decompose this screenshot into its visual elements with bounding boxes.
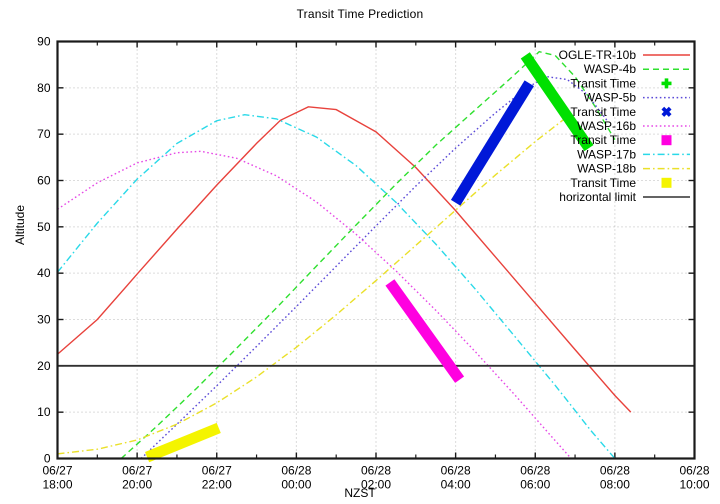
series-line-wasp-17b: [56, 114, 616, 459]
legend-label: WASP-4b: [584, 62, 637, 76]
legend-label: WASP-18b: [577, 162, 636, 176]
legend-marker-cross-icon: [661, 78, 672, 89]
legend-marker-square-icon: [661, 135, 672, 146]
series-line-wasp-5b: [140, 75, 608, 460]
series-line-ogle-tr-10b: [57, 106, 632, 413]
x-tick-time: 06:00: [520, 478, 550, 492]
data-series: [56, 50, 695, 460]
x-tick-date: 06/28: [679, 464, 709, 478]
transit-segment-wasp-16b-transit-time: [385, 279, 465, 383]
series-line-wasp-16b: [57, 150, 572, 459]
x-axis-label: NZST: [344, 486, 376, 500]
transit-segment-wasp-5b-transit-time: [450, 80, 534, 206]
y-tick-label: 50: [37, 220, 51, 234]
page-title: Transit Time Prediction: [296, 7, 424, 21]
legend-label: WASP-5b: [584, 91, 637, 105]
x-tick-time: 18:00: [42, 478, 72, 492]
x-tick-time: 22:00: [202, 478, 232, 492]
x-tick-time: 04:00: [441, 478, 471, 492]
legend-marker-square-icon: [661, 177, 672, 188]
legend-label: Transit Time: [570, 133, 636, 147]
y-tick-label: 60: [37, 174, 51, 188]
y-tick-label: 20: [37, 359, 51, 373]
y-tick-label: 10: [37, 405, 51, 419]
transit-segment-wasp-4b-transit-time: [520, 52, 594, 152]
x-tick-date: 06/28: [520, 464, 550, 478]
plot-frame: [56, 40, 696, 460]
legend-label: Transit Time: [570, 176, 636, 190]
y-tick-label: 90: [37, 35, 51, 49]
x-tick-date: 06/28: [600, 464, 630, 478]
axes-frame: [56, 40, 696, 460]
x-tick-time: 20:00: [122, 478, 152, 492]
transit-segment-wasp-18b-transit-time: [145, 422, 221, 463]
x-tick-time: 08:00: [600, 478, 630, 492]
y-tick-label: 80: [37, 81, 51, 95]
x-tick-time: 00:00: [281, 478, 311, 492]
y-tick-label: 70: [37, 127, 51, 141]
grid-lines: [57, 41, 695, 459]
legend-label: OGLE-TR-10b: [559, 48, 637, 62]
series-line-wasp-18b: [57, 113, 572, 455]
x-tick-date: 06/27: [42, 464, 72, 478]
x-tick-date: 06/28: [361, 464, 391, 478]
legend-marker-x-icon: [661, 106, 672, 117]
x-axis-ticks: 06/2718:0006/2720:0006/2722:0006/2800:00…: [42, 41, 710, 492]
y-tick-label: 0: [44, 452, 51, 466]
legend-label: Transit Time: [570, 105, 636, 119]
transit-segments: [145, 52, 594, 463]
legend-label: WASP-17b: [577, 147, 636, 161]
series-line-wasp-4b: [120, 50, 616, 460]
x-tick-date: 06/27: [202, 464, 232, 478]
x-tick-time: 10:00: [679, 478, 709, 492]
x-tick-date: 06/27: [122, 464, 152, 478]
y-tick-label: 30: [37, 313, 51, 327]
x-tick-time: 02:00: [361, 478, 391, 492]
legend-label: horizontal limit: [559, 190, 636, 204]
y-tick-label: 40: [37, 266, 51, 280]
legend-label: WASP-16b: [577, 119, 636, 133]
legend-label: Transit Time: [570, 76, 636, 90]
x-tick-date: 06/28: [281, 464, 311, 478]
x-tick-date: 06/28: [441, 464, 471, 478]
